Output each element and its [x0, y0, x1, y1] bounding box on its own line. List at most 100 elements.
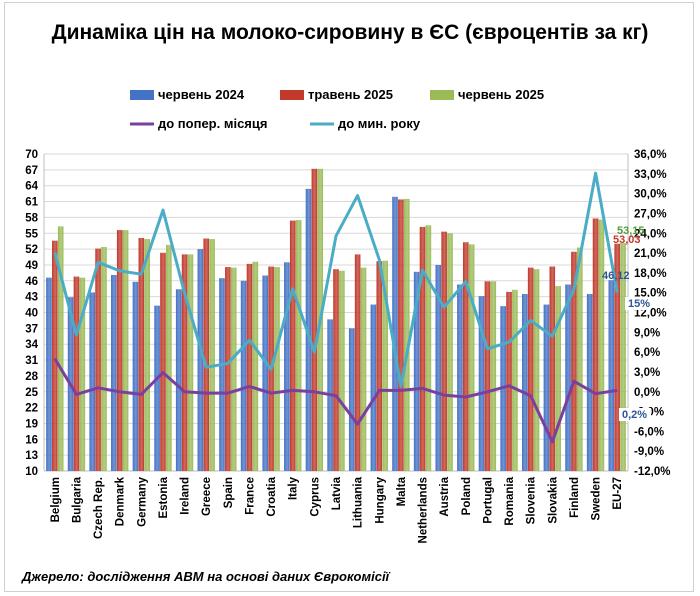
legend-swatch-2 [430, 90, 454, 100]
bar-0-0 [46, 277, 52, 471]
bar-0-6 [175, 289, 182, 471]
data-annotation: 0,2% [622, 409, 647, 421]
bar-0-16 [392, 196, 398, 472]
bar-2-8 [230, 267, 237, 471]
x-tick-label: Greece [201, 477, 213, 516]
bar-1-16 [398, 199, 404, 472]
bar-1-13 [333, 269, 339, 471]
y-left-tick-label: 61 [25, 197, 38, 209]
bar-2-14 [360, 267, 367, 471]
bar-1-4 [138, 238, 145, 471]
line-series-3 [53, 357, 618, 444]
legend-swatch-1 [280, 90, 304, 100]
bar-2-25 [598, 219, 605, 471]
y-left-tick-label: 43 [25, 292, 38, 304]
x-tick-label: Romania [504, 476, 516, 525]
bar-0-11 [284, 262, 290, 471]
bar-1-25 [592, 218, 599, 471]
bar-1-3 [116, 230, 123, 471]
y-right-tick-label: 36,0% [634, 149, 667, 161]
bar-1-18 [441, 231, 447, 471]
bar-0-22 [521, 294, 528, 471]
line-series-4 [53, 171, 619, 388]
y-left-tick-label: 16 [25, 434, 38, 446]
bar-1-24 [571, 251, 577, 471]
y-right-tick-label: 12,0% [634, 308, 667, 320]
y-left-tick-label: 52 [25, 244, 38, 256]
y-right-tick-label: 30,0% [634, 189, 667, 201]
data-annotation: 53,03 [613, 234, 641, 246]
x-tick-label: Cyprus [309, 477, 321, 517]
bar-2-5 [166, 244, 172, 471]
x-tick-label: Italy [288, 476, 300, 500]
x-tick-label: Slovenia [526, 476, 538, 524]
y-right-tick-label: 21,0% [634, 248, 667, 260]
y-left-tick-label: 28 [25, 371, 38, 383]
bar-2-7 [209, 239, 215, 471]
y-left-tick-label: 58 [25, 212, 38, 224]
bar-0-26 [608, 280, 615, 471]
x-tick-label: Lithuania [353, 476, 365, 528]
y-left-tick-label: 67 [25, 165, 38, 177]
data-annotation: 15% [628, 298, 650, 310]
bar-0-18 [435, 264, 442, 471]
y-right-tick-label: 27,0% [634, 208, 667, 220]
y-left-tick-label: 70 [25, 149, 38, 161]
x-tick-label: Netherlands [418, 477, 430, 543]
legend-label-1: травень 2025 [308, 87, 393, 102]
x-tick-label: Sweden [591, 477, 603, 520]
bar-0-4 [132, 281, 139, 471]
bar-2-21 [512, 289, 518, 471]
y-left-tick-label: 40 [25, 308, 38, 320]
x-tick-label: EU-27 [612, 477, 624, 510]
y-right-tick-label: 18,0% [634, 268, 667, 280]
bar-2-26 [620, 243, 626, 471]
y-right-tick-label: 3,0% [634, 367, 660, 379]
bar-0-8 [219, 278, 225, 471]
bar-2-10 [274, 267, 280, 471]
y-left-tick-label: 64 [25, 181, 38, 193]
bar-2-2 [101, 246, 107, 471]
y-right-tick-label: 15,0% [634, 288, 667, 300]
x-tick-label: Germany [136, 476, 148, 526]
bar-0-24 [565, 284, 571, 471]
bar-1-7 [203, 238, 210, 471]
x-tick-label: Malta [396, 476, 408, 506]
bar-1-11 [289, 220, 296, 471]
bar-2-17 [425, 225, 432, 471]
bar-0-7 [197, 249, 204, 471]
x-tick-label: France [244, 477, 256, 515]
bar-0-10 [262, 275, 269, 471]
x-tick-label: Spain [223, 477, 235, 508]
bar-2-24 [577, 247, 583, 471]
y-left-tick-label: 49 [25, 260, 38, 272]
source-note: Джерело: дослідження АВМ на основі даних… [22, 569, 390, 584]
y-left-tick-label: 10 [25, 466, 38, 478]
data-annotation: 46,12 [602, 270, 630, 282]
y-right-tick-label: 9,0% [634, 327, 660, 339]
bar-1-0 [52, 240, 58, 471]
y-left-tick-label: 55 [25, 228, 38, 240]
legend-label-3: до попер. місяця [158, 116, 267, 131]
bar-2-9 [252, 261, 259, 471]
bar-2-18 [447, 233, 453, 471]
bar-0-15 [370, 304, 377, 471]
x-tick-label: Austria [439, 476, 451, 516]
bar-0-14 [348, 328, 355, 471]
y-right-tick-label: -9,0% [634, 446, 664, 458]
bar-2-23 [555, 286, 561, 471]
y-right-tick-label: 6,0% [634, 347, 660, 359]
y-left-tick-label: 34 [25, 339, 38, 351]
bar-0-23 [543, 304, 550, 471]
x-tick-label: Latvia [331, 476, 343, 510]
y-left-tick-label: 19 [25, 418, 38, 430]
x-tick-label: Denmark [115, 476, 127, 526]
bar-1-21 [506, 291, 512, 471]
y-right-tick-label: 24,0% [634, 228, 667, 240]
y-right-tick-label: -6,0% [634, 426, 664, 438]
bar-2-19 [468, 244, 475, 471]
y-left-tick-label: 13 [25, 450, 38, 462]
bar-0-9 [240, 280, 247, 471]
x-tick-label: Belgium [50, 477, 62, 522]
y-right-tick-label: 0,0% [634, 387, 660, 399]
